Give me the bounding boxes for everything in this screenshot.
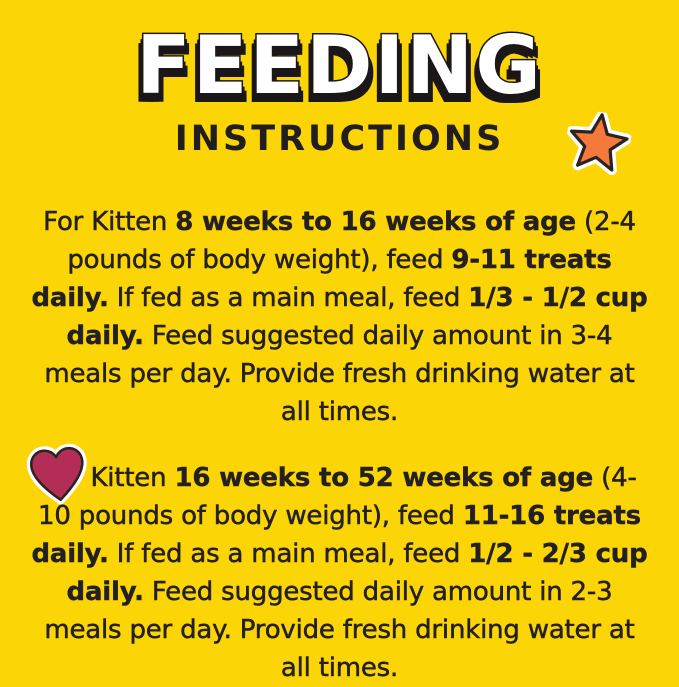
emphasis-text: 8 weeks to 16 weeks of age xyxy=(175,207,576,237)
instructions-body: For Kitten 8 weeks to 16 weeks of age (2… xyxy=(0,203,679,687)
body-text: Feed suggested daily amount in 2-3 meals… xyxy=(44,577,635,684)
body-text: (2-4 pounds of body weight), feed xyxy=(67,207,636,276)
page-title: FEEDING xyxy=(135,19,543,112)
header: FEEDING INSTRUCTIONS xyxy=(0,0,679,157)
body-text: (4-10 pounds of body weight), feed xyxy=(38,463,637,532)
emphasis-text: 11-16 treats daily. xyxy=(31,501,641,569)
emphasis-text: 9-11 treats daily. xyxy=(31,245,612,313)
emphasis-text: 16 weeks to 52 weeks of age xyxy=(174,463,594,493)
emphasis-text: 1/2 - 2/3 cup daily. xyxy=(66,539,648,607)
star-icon xyxy=(566,109,633,176)
emphasis-text: 1/3 - 1/2 cup daily. xyxy=(66,283,648,351)
body-text: If fed as a main meal, feed xyxy=(108,539,469,570)
feeding-paragraph-kitten-8-16-weeks: For Kitten 8 weeks to 16 weeks of age (2… xyxy=(29,203,651,431)
feeding-paragraph-kitten-16-52-weeks: For Kitten 16 weeks to 52 weeks of age (… xyxy=(29,459,651,687)
heart-icon xyxy=(26,443,87,505)
body-text: If fed as a main meal, feed xyxy=(108,283,469,314)
page-subtitle: INSTRUCTIONS xyxy=(174,119,505,159)
body-text: Feed suggested daily amount in 3-4 meals… xyxy=(44,321,635,428)
body-text: For Kitten xyxy=(43,207,176,238)
